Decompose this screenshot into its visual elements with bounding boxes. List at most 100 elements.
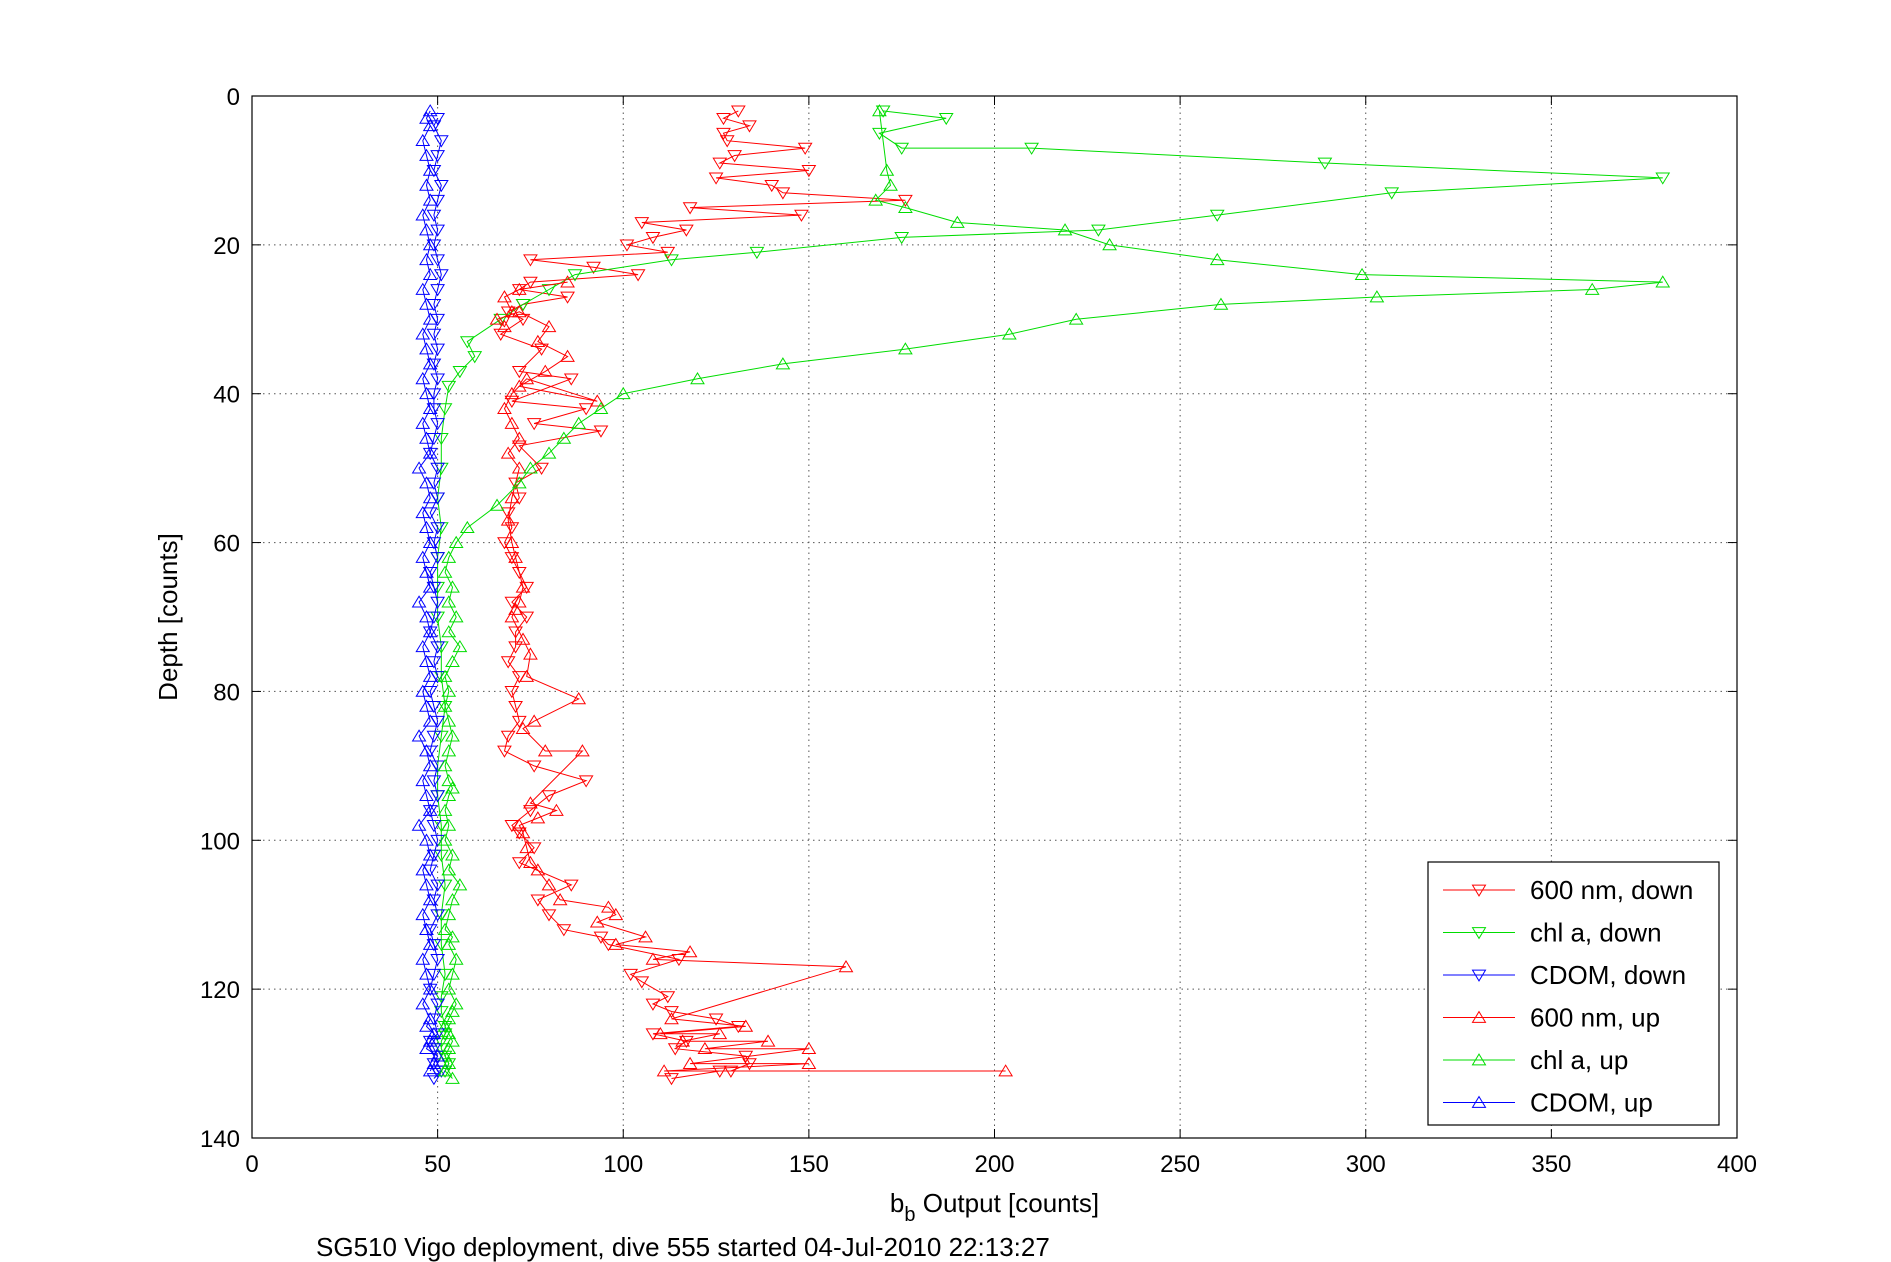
x-axis-label: bb Output [counts] bbox=[890, 1188, 1099, 1226]
data-point bbox=[441, 907, 457, 921]
data-point bbox=[437, 1049, 453, 1062]
data-point bbox=[422, 805, 438, 818]
series-600-nm-down bbox=[493, 105, 913, 1086]
data-point bbox=[593, 425, 609, 438]
data-point bbox=[578, 403, 594, 416]
data-point bbox=[511, 461, 527, 474]
data-point bbox=[422, 104, 438, 117]
data-point bbox=[426, 537, 442, 550]
data-point bbox=[1584, 282, 1600, 295]
data-point bbox=[601, 900, 616, 913]
x-tick-label: 350 bbox=[1531, 1151, 1571, 1178]
data-point bbox=[623, 968, 639, 982]
data-point bbox=[712, 157, 728, 170]
data-point bbox=[511, 431, 527, 444]
data-point bbox=[426, 775, 442, 788]
data-point bbox=[749, 246, 765, 260]
data-point bbox=[638, 930, 653, 943]
data-point bbox=[523, 855, 538, 868]
data-point bbox=[872, 104, 887, 117]
data-point bbox=[419, 654, 434, 668]
data-point bbox=[448, 610, 464, 623]
data-point bbox=[422, 267, 438, 281]
data-point bbox=[437, 700, 453, 714]
data-point bbox=[437, 1019, 453, 1032]
data-point bbox=[415, 639, 431, 653]
data-point bbox=[433, 849, 449, 862]
data-point bbox=[608, 907, 624, 921]
data-point bbox=[556, 431, 572, 444]
data-point bbox=[415, 282, 431, 295]
data-point bbox=[441, 714, 457, 727]
data-point bbox=[415, 550, 431, 563]
data-point bbox=[511, 715, 527, 729]
data-point bbox=[437, 879, 453, 892]
data-point bbox=[422, 118, 438, 132]
data-point bbox=[1068, 312, 1084, 325]
data-point bbox=[1384, 187, 1400, 200]
data-point bbox=[898, 194, 913, 208]
data-point bbox=[419, 744, 434, 757]
data-point bbox=[500, 513, 516, 526]
data-point bbox=[445, 1071, 460, 1084]
x-tick-label: 400 bbox=[1717, 1151, 1757, 1178]
data-point bbox=[1209, 252, 1225, 266]
data-point bbox=[497, 290, 512, 303]
data-point bbox=[430, 1049, 446, 1062]
data-point bbox=[898, 200, 913, 214]
x-axis-label-subscript: b bbox=[904, 1204, 915, 1226]
data-point bbox=[422, 626, 438, 639]
data-point bbox=[567, 269, 583, 282]
data-point bbox=[419, 178, 434, 191]
data-point bbox=[437, 699, 453, 712]
data-point bbox=[411, 818, 427, 831]
data-point bbox=[1655, 172, 1671, 185]
data-point bbox=[441, 1058, 457, 1071]
data-point bbox=[430, 596, 446, 609]
data-point bbox=[426, 730, 442, 743]
y-tick-label: 20 bbox=[213, 233, 240, 260]
data-point bbox=[519, 669, 535, 682]
data-point bbox=[448, 535, 464, 548]
data-point bbox=[422, 759, 438, 772]
series-line-chl-a-up bbox=[444, 110, 1663, 1079]
data-point bbox=[430, 343, 446, 356]
data-point bbox=[426, 1026, 442, 1040]
y-tick-label: 0 bbox=[227, 84, 240, 111]
data-point bbox=[519, 581, 535, 595]
data-point bbox=[422, 535, 438, 548]
data-point bbox=[445, 848, 460, 861]
data-point bbox=[504, 686, 520, 699]
data-point bbox=[437, 565, 453, 578]
data-point bbox=[426, 1058, 442, 1071]
data-point bbox=[426, 358, 442, 371]
data-point bbox=[508, 626, 523, 639]
data-point bbox=[415, 952, 431, 965]
data-point bbox=[441, 1012, 457, 1025]
data-point bbox=[426, 120, 442, 133]
data-point bbox=[504, 535, 520, 548]
data-point bbox=[422, 714, 438, 727]
legend-label: chl a, down bbox=[1530, 918, 1662, 948]
data-point bbox=[422, 1064, 438, 1077]
data-point bbox=[523, 276, 538, 289]
data-point bbox=[422, 1012, 438, 1025]
data-point bbox=[894, 142, 910, 155]
data-point bbox=[716, 127, 731, 141]
data-point bbox=[794, 209, 809, 222]
data-point bbox=[422, 1034, 438, 1047]
data-point bbox=[415, 372, 431, 385]
data-point bbox=[515, 313, 531, 327]
x-tick-label: 100 bbox=[603, 1151, 643, 1178]
data-point bbox=[500, 507, 516, 520]
series-line-cdom-down bbox=[429, 118, 443, 1079]
data-point bbox=[437, 833, 453, 846]
data-point bbox=[801, 1056, 817, 1069]
data-point bbox=[523, 647, 538, 660]
data-point bbox=[775, 357, 791, 370]
data-point bbox=[1655, 275, 1671, 288]
data-point bbox=[563, 373, 579, 386]
data-point bbox=[645, 232, 661, 245]
data-point bbox=[742, 120, 757, 133]
data-point bbox=[563, 879, 579, 892]
